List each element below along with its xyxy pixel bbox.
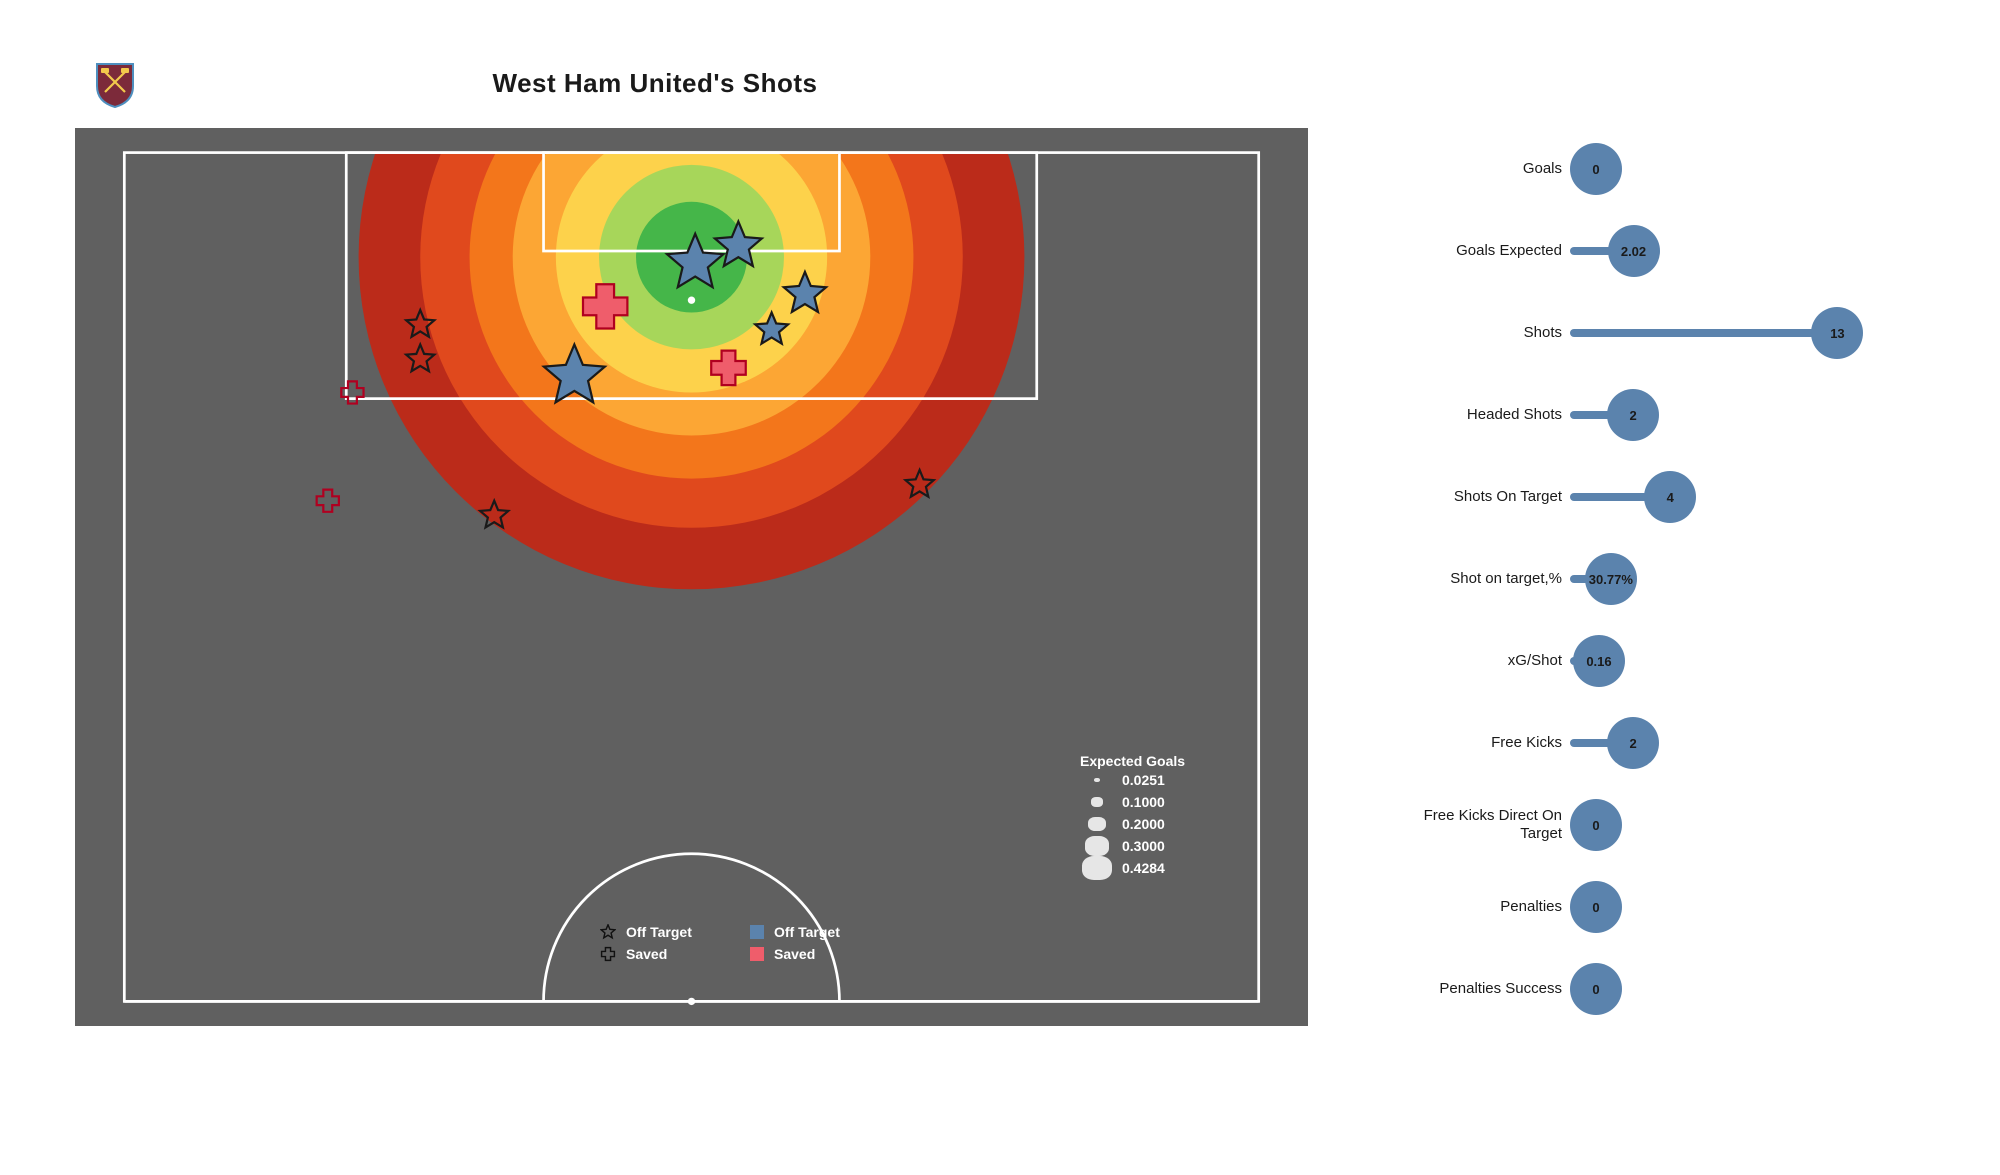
chart-title: West Ham United's Shots (0, 68, 1310, 99)
stat-label: Penalties (1380, 898, 1570, 916)
stat-label: Goals (1380, 160, 1570, 178)
xg-legend-label: 0.3000 (1122, 838, 1165, 854)
xg-legend-row: 0.3000 (1080, 835, 1185, 857)
stat-value: 0 (1570, 799, 1622, 851)
legend-row: SavedSaved (600, 943, 890, 965)
stat-row: Shots On Target4 (1380, 456, 1900, 538)
stat-track: 0 (1570, 975, 1870, 1003)
stat-label: Penalties Success (1380, 980, 1570, 998)
stat-label: Goals Expected (1380, 242, 1570, 260)
xg-size-legend: Expected Goals 0.0251 0.1000 0.2000 0.3000 0… (1080, 753, 1185, 879)
stat-label: Free Kicks Direct On Target (1380, 807, 1570, 843)
shot-type-legend: Off TargetOff TargetSavedSaved (600, 921, 890, 965)
xg-legend-row: 0.2000 (1080, 813, 1185, 835)
stats-panel: Goals0Goals Expected2.02Shots13Headed Sh… (1380, 128, 1900, 1030)
stat-value: 4 (1644, 471, 1696, 523)
stat-row: Goals Expected2.02 (1380, 210, 1900, 292)
page: West Ham United's Shots Expected Goals 0… (0, 0, 2000, 1175)
stat-value: 2 (1607, 389, 1659, 441)
stat-track: 2 (1570, 729, 1870, 757)
stat-track: 0 (1570, 811, 1870, 839)
stat-row: Headed Shots2 (1380, 374, 1900, 456)
stat-value: 30.77% (1585, 553, 1637, 605)
shot-map (75, 128, 1308, 1026)
stat-label: Shots (1380, 324, 1570, 342)
stat-row: Penalties0 (1380, 866, 1900, 948)
stat-value: 0 (1570, 963, 1622, 1015)
stat-row: Free Kicks2 (1380, 702, 1900, 784)
stat-track: 0.16 (1570, 647, 1870, 675)
stat-row: Goals0 (1380, 128, 1900, 210)
stat-value: 2 (1607, 717, 1659, 769)
xg-legend-label: 0.1000 (1122, 794, 1165, 810)
stat-track: 13 (1570, 319, 1870, 347)
stat-row: Shot on target,%30.77% (1380, 538, 1900, 620)
stat-row: xG/Shot0.16 (1380, 620, 1900, 702)
stat-label: Shots On Target (1380, 488, 1570, 506)
stat-row: Shots13 (1380, 292, 1900, 374)
xg-legend-row: 0.0251 (1080, 769, 1185, 791)
stat-value: 13 (1811, 307, 1863, 359)
stat-value: 2.02 (1608, 225, 1660, 277)
stat-value: 0 (1570, 143, 1622, 195)
stat-label: Headed Shots (1380, 406, 1570, 424)
stat-track: 0 (1570, 155, 1870, 183)
stat-track: 4 (1570, 483, 1870, 511)
stat-label: Free Kicks (1380, 734, 1570, 752)
pitch-container: Expected Goals 0.0251 0.1000 0.2000 0.3000 0… (75, 128, 1308, 1026)
stat-row: Penalties Success0 (1380, 948, 1900, 1030)
xg-legend-label: 0.2000 (1122, 816, 1165, 832)
stat-track: 0 (1570, 893, 1870, 921)
stat-track: 2 (1570, 401, 1870, 429)
stat-value: 0.16 (1573, 635, 1625, 687)
stat-track: 2.02 (1570, 237, 1870, 265)
stat-row: Free Kicks Direct On Target0 (1380, 784, 1900, 866)
stat-value: 0 (1570, 881, 1622, 933)
stat-track: 30.77% (1570, 565, 1870, 593)
stat-label: Shot on target,% (1380, 570, 1570, 588)
xg-legend-title: Expected Goals (1080, 753, 1185, 769)
legend-row: Off TargetOff Target (600, 921, 890, 943)
xg-legend-row: 0.4284 (1080, 857, 1185, 879)
xg-legend-row: 0.1000 (1080, 791, 1185, 813)
xg-legend-label: 0.4284 (1122, 860, 1165, 876)
xg-legend-label: 0.0251 (1122, 772, 1165, 788)
stat-label: xG/Shot (1380, 652, 1570, 670)
